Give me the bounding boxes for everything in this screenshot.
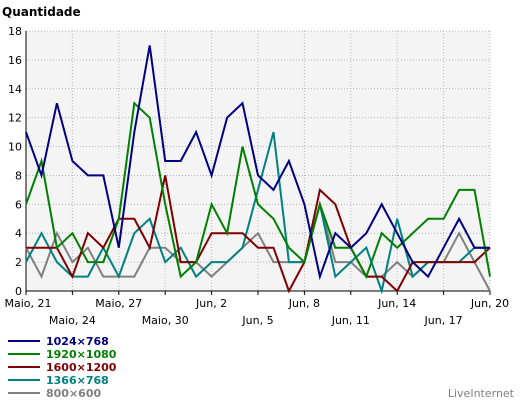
series-line-1920-1080 xyxy=(25,101,491,280)
legend: 1024×7681920×10801600×12001366×768800×60… xyxy=(8,335,117,400)
series-lines xyxy=(25,45,491,295)
x-tick-label: Jun, 8 xyxy=(288,297,320,310)
y-tick-label: 8 xyxy=(15,169,22,182)
y-tick-label: 12 xyxy=(8,112,22,125)
y-tick-label: 6 xyxy=(15,198,22,211)
x-tick-label: Jun, 11 xyxy=(331,314,370,327)
legend-label: 1600×1200 xyxy=(46,361,117,374)
legend-label: 800×600 xyxy=(46,387,101,400)
x-tick-label: Jun, 20 xyxy=(470,297,509,310)
y-tick-labels: 0 2 4 6 8 10 12 14 16 18 xyxy=(8,25,22,298)
y-axis-title: Quantidade xyxy=(2,5,81,19)
x-tick-label: Jun, 14 xyxy=(377,297,416,310)
y-tick-label: 16 xyxy=(8,54,22,67)
legend-label: 1024×768 xyxy=(46,335,109,348)
y-tick-label: 10 xyxy=(8,141,22,154)
x-tick-label: Jun, 5 xyxy=(241,314,273,327)
x-tick-label: Maio, 30 xyxy=(142,314,189,327)
y-tick-label: 0 xyxy=(15,285,22,298)
y-tick-label: 18 xyxy=(8,25,22,38)
y-tick-label: 2 xyxy=(15,256,22,269)
x-tick-label: Maio, 21 xyxy=(4,297,51,310)
x-tick-label: Maio, 27 xyxy=(95,297,142,310)
y-tick-label: 14 xyxy=(8,83,22,96)
x-tick-label: Maio, 24 xyxy=(49,314,96,327)
legend-label: 1920×1080 xyxy=(46,348,117,361)
x-tick-label: Jun, 17 xyxy=(424,314,463,327)
y-tick-label: 4 xyxy=(15,227,22,240)
legend-label: 1366×768 xyxy=(46,374,109,387)
branding-text: LiveInternet xyxy=(448,387,515,400)
x-tick-label: Jun, 2 xyxy=(195,297,227,310)
series-line-1024-768 xyxy=(25,45,490,281)
